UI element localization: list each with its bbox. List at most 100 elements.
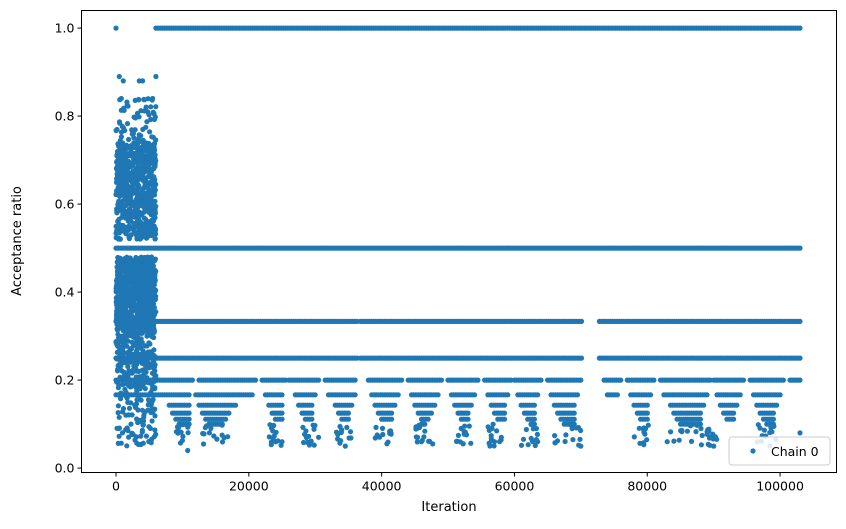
data-point: [489, 425, 495, 432]
data-point: [141, 108, 148, 114]
data-point: [144, 160, 150, 166]
data-point: [206, 430, 212, 436]
data-point: [132, 168, 138, 174]
data-point: [124, 350, 130, 356]
data-point: [134, 218, 141, 224]
data-point: [219, 422, 225, 428]
x-tick-label: 100000: [756, 479, 804, 494]
data-point: [145, 402, 151, 408]
data-point: [531, 402, 538, 408]
data-point: [465, 416, 471, 422]
data-point: [146, 210, 152, 216]
data-point: [312, 392, 318, 398]
data-point: [118, 392, 124, 398]
data-point: [116, 307, 122, 313]
data-point: [151, 148, 157, 154]
data-point: [142, 386, 148, 392]
data-point: [151, 358, 157, 364]
data-point: [151, 184, 157, 190]
data-point: [140, 288, 146, 294]
data-point: [140, 162, 146, 169]
data-point: [578, 443, 584, 449]
x-tick-label: 80000: [627, 479, 667, 494]
data-point: [130, 357, 136, 363]
data-point: [472, 392, 478, 398]
data-point: [438, 377, 444, 383]
data-point: [125, 363, 131, 370]
data-point: [136, 226, 142, 232]
data-point: [501, 410, 508, 416]
data-point: [123, 195, 129, 201]
data-point: [133, 365, 139, 371]
data-point: [121, 356, 127, 362]
data-point: [309, 416, 315, 422]
data-point: [124, 151, 130, 157]
data-point: [127, 260, 133, 266]
data-point: [118, 228, 124, 234]
data-point: [131, 135, 137, 141]
data-point: [118, 265, 124, 271]
data-point: [120, 335, 126, 341]
data-point: [142, 304, 148, 310]
data-point: [395, 392, 401, 398]
data-point: [279, 416, 285, 422]
data-point: [149, 398, 155, 404]
data-point: [505, 392, 511, 398]
data-point: [688, 438, 695, 444]
data-point: [115, 200, 122, 206]
data-point: [153, 309, 159, 315]
data-point: [490, 421, 496, 427]
data-point: [132, 281, 138, 288]
data-point: [337, 440, 343, 446]
data-point: [571, 402, 577, 408]
data-point: [128, 164, 134, 170]
data-point: [233, 402, 239, 408]
data-points: [113, 25, 803, 454]
data-point: [349, 402, 355, 408]
data-point: [498, 434, 504, 440]
data-point: [138, 235, 145, 241]
data-point: [123, 188, 129, 194]
data-point: [132, 115, 139, 121]
data-point: [126, 201, 132, 207]
data-point: [189, 377, 195, 383]
data-point: [303, 428, 309, 434]
data-point: [120, 78, 126, 84]
data-point: [140, 78, 146, 84]
data-point: [425, 416, 431, 422]
data-point: [153, 73, 159, 80]
data-point: [373, 424, 379, 430]
data-point: [387, 428, 394, 434]
data-point: [651, 377, 657, 383]
data-point: [797, 430, 803, 436]
data-point: [279, 410, 285, 416]
data-point: [114, 272, 121, 278]
data-point: [148, 409, 154, 416]
data-point: [147, 425, 153, 431]
x-tick-label: 20000: [229, 479, 269, 494]
data-point: [148, 104, 154, 110]
data-point: [574, 392, 581, 398]
data-point: [141, 295, 147, 301]
data-point: [142, 362, 148, 368]
data-point: [125, 321, 131, 327]
data-point: [432, 402, 438, 408]
data-point: [186, 402, 192, 408]
data-point: [118, 319, 124, 326]
data-point: [134, 316, 140, 322]
data-point: [562, 438, 568, 445]
data-point: [185, 447, 191, 454]
data-point: [124, 121, 131, 127]
data-point: [711, 443, 717, 449]
data-point: [144, 119, 150, 125]
axes-frame: [81, 10, 837, 473]
data-point: [143, 225, 149, 231]
data-point: [121, 107, 127, 113]
data-point: [125, 269, 131, 275]
data-point: [430, 441, 436, 447]
data-point: [180, 422, 186, 428]
data-point: [134, 388, 140, 394]
data-point: [186, 416, 192, 422]
data-point: [737, 392, 743, 398]
data-point: [149, 405, 155, 412]
